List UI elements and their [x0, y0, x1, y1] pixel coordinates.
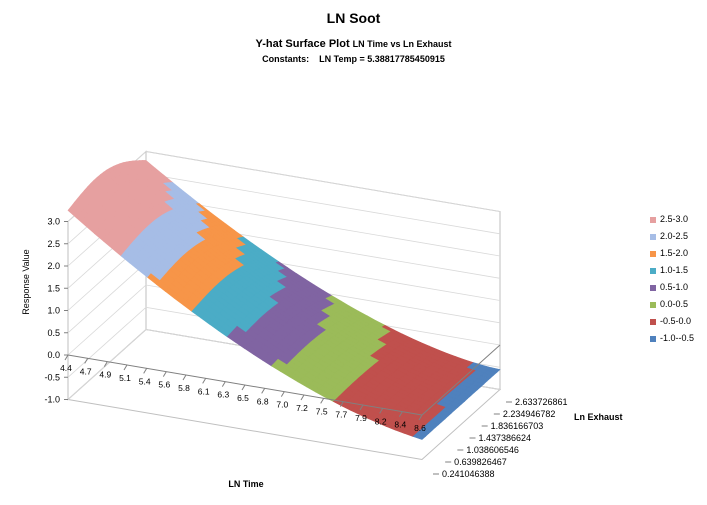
- constants-label: Constants:: [262, 54, 310, 64]
- x-tick: [202, 378, 207, 384]
- legend-label: 1.0-1.5: [660, 265, 689, 275]
- y-tick-label: 1.437386624: [479, 433, 532, 443]
- x-tick: [261, 388, 266, 394]
- x-tick-label: 4.7: [80, 366, 92, 376]
- x-tick-label: 5.6: [158, 380, 170, 390]
- chart-subtitle: Y-hat Surface Plot LN Time vs Ln Exhaust: [0, 38, 707, 50]
- legend-item: 2.5-3.0: [650, 214, 706, 231]
- x-tick: [64, 354, 69, 361]
- x-tick-label: 7.7: [335, 410, 347, 420]
- x-tick-label: 7.9: [355, 413, 367, 423]
- legend-item: -0.5-0.0: [650, 316, 706, 333]
- z-tick-label: -0.5: [44, 372, 60, 382]
- x-tick: [241, 384, 246, 391]
- legend-item: 1.5-2.0: [650, 248, 706, 265]
- y-tick-label: 1.836166703: [491, 421, 544, 431]
- x-tick: [300, 394, 305, 401]
- legend-label: -1.0--0.5: [660, 333, 695, 343]
- x-tick-label: 8.4: [394, 420, 406, 430]
- constants-value: LN Temp = 5.38817785450915: [319, 54, 445, 64]
- x-tick: [339, 401, 344, 407]
- x-tick-label: 7.2: [296, 403, 308, 413]
- x-tick: [418, 414, 423, 421]
- legend-label: 0.5-1.0: [660, 282, 689, 292]
- x-tick: [359, 404, 364, 411]
- z-axis-title: Response Value: [21, 249, 31, 314]
- y-tick-label: 2.234946782: [503, 409, 556, 419]
- x-tick-label: 6.8: [257, 396, 269, 406]
- x-axis-title: LN Time: [228, 479, 263, 489]
- x-tick: [221, 381, 226, 387]
- legend-label: 1.5-2.0: [660, 248, 689, 258]
- x-tick-label: 5.1: [119, 373, 131, 383]
- legend-label: -0.5-0.0: [660, 316, 692, 326]
- x-tick-label: 6.3: [217, 390, 229, 400]
- legend-item: 2.0-2.5: [650, 231, 706, 248]
- legend-swatch: [650, 285, 656, 291]
- subtitle-main: Y-hat Surface Plot: [255, 38, 350, 50]
- legend-swatch: [650, 336, 656, 342]
- z-tick-label: -1.0: [44, 395, 60, 405]
- legend-item: 1.0-1.5: [650, 265, 706, 282]
- legend-swatch: [650, 217, 656, 223]
- legend-swatch: [650, 302, 656, 308]
- subtitle-detail: LN Time vs Ln Exhaust: [352, 39, 452, 49]
- legend-swatch: [650, 251, 656, 257]
- y-tick-label: 2.633726861: [515, 397, 568, 407]
- x-tick-label: 8.2: [375, 416, 387, 426]
- legend-label: 2.0-2.5: [660, 231, 689, 241]
- x-tick: [123, 364, 128, 371]
- y-tick-label: 0.241046388: [442, 469, 495, 479]
- x-tick-label: 6.1: [198, 386, 210, 396]
- y-axis-title: Ln Exhaust: [574, 412, 623, 422]
- z-tick-label: 1.5: [47, 283, 60, 293]
- legend-swatch: [650, 234, 656, 240]
- x-tick: [143, 368, 148, 374]
- legend-item: -1.0--0.5: [650, 333, 706, 350]
- legend-label: 2.5-3.0: [660, 214, 689, 224]
- legend-item: 0.0-0.5: [650, 299, 706, 316]
- y-tick-label: 0.639826467: [454, 457, 507, 467]
- z-tick-label: 0.5: [47, 328, 60, 338]
- x-tick-label: 7.0: [276, 400, 288, 410]
- x-tick-label: 5.4: [139, 376, 151, 386]
- x-tick: [379, 408, 384, 414]
- x-tick-label: 6.5: [237, 393, 249, 403]
- chart-title: LN Soot: [326, 10, 381, 26]
- x-tick: [280, 391, 285, 397]
- z-tick-label: 2.0: [47, 261, 60, 271]
- constants-line: Constants: LN Temp = 5.38817785450915: [0, 54, 707, 64]
- x-tick: [84, 358, 89, 364]
- x-tick: [398, 411, 403, 417]
- legend-swatch: [650, 268, 656, 274]
- z-tick-label: 2.5: [47, 239, 60, 249]
- y-axis-line: [421, 344, 501, 416]
- x-tick-label: 4.9: [99, 370, 111, 380]
- z-tick-label: 3.0: [47, 217, 60, 227]
- legend-label: 0.0-0.5: [660, 299, 689, 309]
- x-tick: [162, 371, 167, 377]
- y-tick-label: 1.038606546: [466, 445, 519, 455]
- surface-patch: [412, 433, 426, 440]
- legend: 2.5-3.0 2.0-2.5 1.5-2.0 1.0-1.5 0.5-1.0 0.0-0…: [650, 214, 706, 350]
- x-tick-label: 8.6: [414, 423, 426, 433]
- x-tick: [103, 361, 108, 367]
- z-tick-label: 0.0: [47, 350, 60, 360]
- legend-swatch: [650, 319, 656, 325]
- x-tick: [182, 374, 187, 381]
- x-tick-label: 4.4: [60, 363, 72, 373]
- x-tick: [320, 398, 325, 404]
- z-tick-label: 1.0: [47, 306, 60, 316]
- x-tick-label: 5.8: [178, 383, 190, 393]
- legend-item: 0.5-1.0: [650, 282, 706, 299]
- x-tick-label: 7.5: [316, 406, 328, 416]
